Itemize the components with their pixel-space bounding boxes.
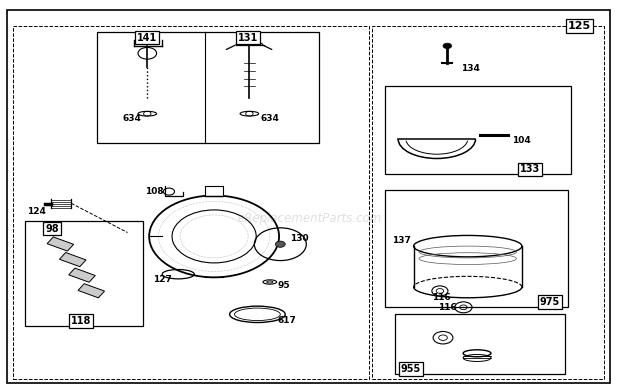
Text: 116: 116 bbox=[438, 303, 457, 312]
Bar bbox=[13, 26, 369, 378]
Polygon shape bbox=[60, 253, 86, 267]
Text: 955: 955 bbox=[401, 364, 421, 374]
Polygon shape bbox=[47, 237, 74, 251]
Text: 137: 137 bbox=[392, 236, 411, 245]
Polygon shape bbox=[78, 284, 105, 298]
Bar bbox=[97, 32, 319, 143]
Text: 131: 131 bbox=[238, 33, 259, 43]
Text: 98: 98 bbox=[45, 224, 59, 233]
Polygon shape bbox=[69, 268, 95, 282]
Text: 124: 124 bbox=[27, 206, 46, 215]
Text: 95: 95 bbox=[278, 282, 290, 291]
Text: 134: 134 bbox=[461, 65, 480, 74]
Text: 108: 108 bbox=[145, 187, 164, 196]
Circle shape bbox=[443, 43, 451, 48]
Bar bbox=[386, 190, 568, 307]
Text: 634: 634 bbox=[122, 114, 141, 123]
Text: 634: 634 bbox=[260, 114, 279, 123]
Text: 975: 975 bbox=[540, 297, 560, 307]
Text: 141: 141 bbox=[137, 33, 157, 43]
Bar bbox=[205, 186, 223, 196]
Text: 118: 118 bbox=[71, 316, 91, 326]
Circle shape bbox=[275, 241, 285, 248]
Text: 104: 104 bbox=[512, 136, 531, 145]
Text: 617: 617 bbox=[277, 316, 296, 325]
Text: 133: 133 bbox=[520, 164, 541, 174]
Text: eReplacementParts.com: eReplacementParts.com bbox=[238, 212, 382, 225]
Text: 127: 127 bbox=[153, 275, 172, 284]
Bar bbox=[25, 221, 143, 326]
Bar bbox=[386, 86, 571, 174]
Bar bbox=[396, 314, 565, 374]
Bar bbox=[372, 26, 604, 378]
Text: 116: 116 bbox=[432, 293, 451, 302]
Text: 130: 130 bbox=[290, 234, 309, 243]
Text: 125: 125 bbox=[567, 21, 591, 31]
